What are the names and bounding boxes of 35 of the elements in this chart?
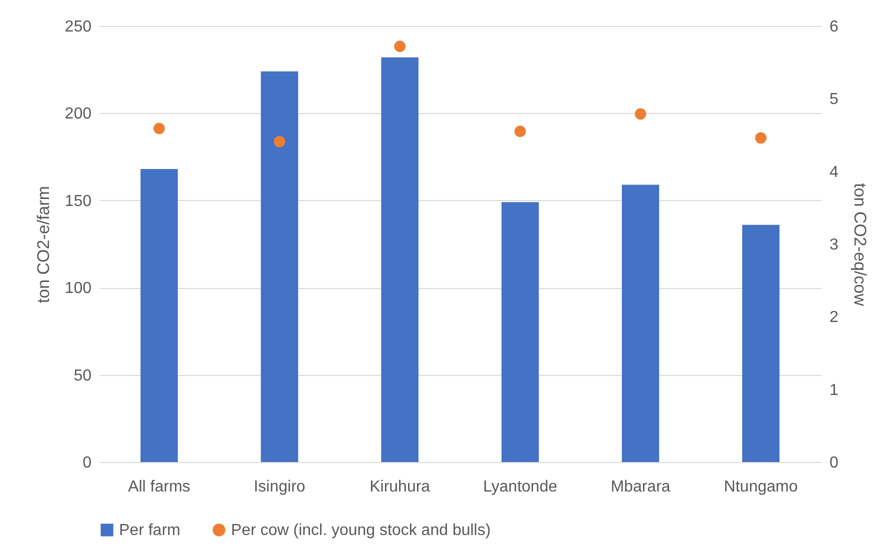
y-tick-label: 200: [64, 106, 92, 123]
legend-label: Per farm: [119, 522, 180, 539]
y2-tick-label: 6: [830, 18, 838, 36]
y-tick-label: 100: [64, 280, 92, 298]
x-tick-label: Lyantonde: [483, 478, 558, 496]
point: [274, 136, 286, 148]
point: [514, 126, 526, 138]
y-tick-label: 150: [64, 192, 92, 210]
y2-tick-label: 5: [830, 91, 838, 108]
x-tick-label: All farms: [128, 478, 190, 496]
bar: [140, 169, 178, 462]
y-tick-label: 250: [64, 18, 92, 36]
y2-axis-title: ton CO2-eq/cow: [850, 183, 870, 307]
point: [394, 40, 406, 52]
x-tick-label: Kiruhura: [370, 478, 430, 496]
y2-tick-label: 4: [830, 164, 838, 181]
y2-tick-label: 1: [830, 382, 838, 399]
legend-label: Per cow (incl. young stock and bulls): [231, 522, 491, 539]
y-tick-label: 50: [74, 367, 92, 384]
x-tick-label: Isingiro: [254, 478, 306, 496]
bar: [742, 224, 780, 462]
y2-tick-label: 2: [830, 309, 838, 326]
y2-tick-label: 3: [830, 236, 838, 254]
bar: [502, 202, 539, 462]
bar: [622, 184, 660, 462]
point: [153, 122, 165, 134]
point: [634, 108, 646, 120]
point: [755, 132, 767, 144]
x-tick-label: Ntungamo: [724, 478, 798, 496]
bar: [381, 57, 418, 462]
y-axis-title: ton CO2-e/farm: [34, 186, 53, 304]
bar: [260, 71, 298, 462]
y-tick-label: 0: [82, 454, 92, 472]
y2-tick-label: 0: [830, 454, 838, 472]
x-tick-label: Mbarara: [610, 478, 670, 496]
